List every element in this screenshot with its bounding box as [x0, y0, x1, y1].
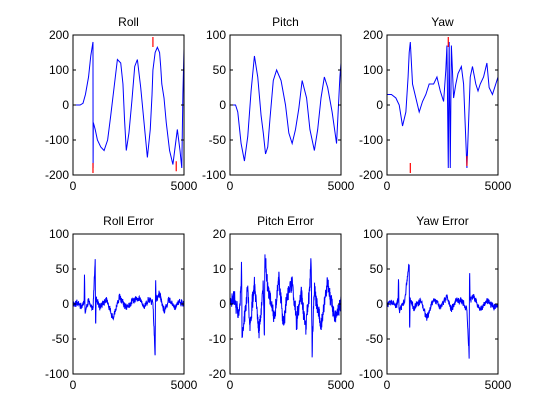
y-tick-label: 0 [376, 98, 383, 112]
chart-title: Yaw [431, 15, 454, 29]
series-line [73, 41, 184, 169]
y-tick-label: 100 [49, 63, 69, 77]
y-tick-label: 0 [62, 98, 69, 112]
y-tick-label: 10 [213, 262, 227, 276]
series-line [230, 254, 341, 358]
chart-title: Pitch Error [257, 214, 314, 228]
series-line [230, 55, 341, 162]
series-line [387, 263, 498, 359]
chart-title: Pitch [272, 15, 299, 29]
plot-area [387, 263, 498, 359]
plot-area [387, 37, 498, 173]
y-tick-label: 0 [219, 98, 226, 112]
x-tick-label: 0 [227, 179, 234, 193]
y-tick-label: -50 [209, 133, 227, 147]
y-tick-label: -10 [209, 332, 227, 346]
x-tick-label: 0 [227, 378, 234, 392]
y-tick-label: -100 [45, 133, 69, 147]
y-tick-label: -100 [359, 367, 383, 381]
chart-title: Yaw Error [416, 214, 468, 228]
y-tick-label: 100 [206, 28, 226, 42]
y-tick-label: -100 [202, 168, 226, 182]
y-tick-label: 20 [213, 227, 227, 241]
y-tick-label: -200 [45, 168, 69, 182]
plot-area [230, 55, 341, 162]
series-line [387, 41, 498, 169]
y-tick-label: 0 [62, 297, 69, 311]
y-tick-label: 200 [363, 28, 383, 42]
y-tick-label: 100 [363, 63, 383, 77]
y-tick-label: 50 [370, 262, 384, 276]
series-line [73, 259, 184, 356]
plot-area [230, 254, 341, 358]
x-tick-label: 5000 [328, 179, 355, 193]
y-tick-label: -20 [209, 367, 227, 381]
y-tick-label: -50 [52, 332, 70, 346]
y-tick-label: -100 [45, 367, 69, 381]
y-tick-label: -200 [359, 168, 383, 182]
y-tick-label: 200 [49, 28, 69, 42]
x-tick-label: 5000 [328, 378, 355, 392]
y-tick-label: -100 [359, 133, 383, 147]
y-tick-label: 0 [219, 297, 226, 311]
x-tick-label: 5000 [485, 378, 512, 392]
x-tick-label: 5000 [171, 179, 198, 193]
x-tick-label: 0 [70, 378, 77, 392]
y-tick-label: -50 [366, 332, 384, 346]
y-tick-label: 0 [376, 297, 383, 311]
y-tick-label: 50 [56, 262, 70, 276]
x-tick-label: 5000 [485, 179, 512, 193]
plot-area [73, 37, 184, 173]
x-tick-label: 5000 [171, 378, 198, 392]
x-tick-label: 0 [384, 179, 391, 193]
y-tick-label: 50 [213, 63, 227, 77]
x-tick-label: 0 [384, 378, 391, 392]
plot-area [73, 259, 184, 356]
x-tick-label: 0 [70, 179, 77, 193]
chart-title: Roll Error [103, 214, 154, 228]
y-tick-label: 100 [49, 227, 69, 241]
chart-title: Roll [118, 15, 139, 29]
y-tick-label: 100 [363, 227, 383, 241]
